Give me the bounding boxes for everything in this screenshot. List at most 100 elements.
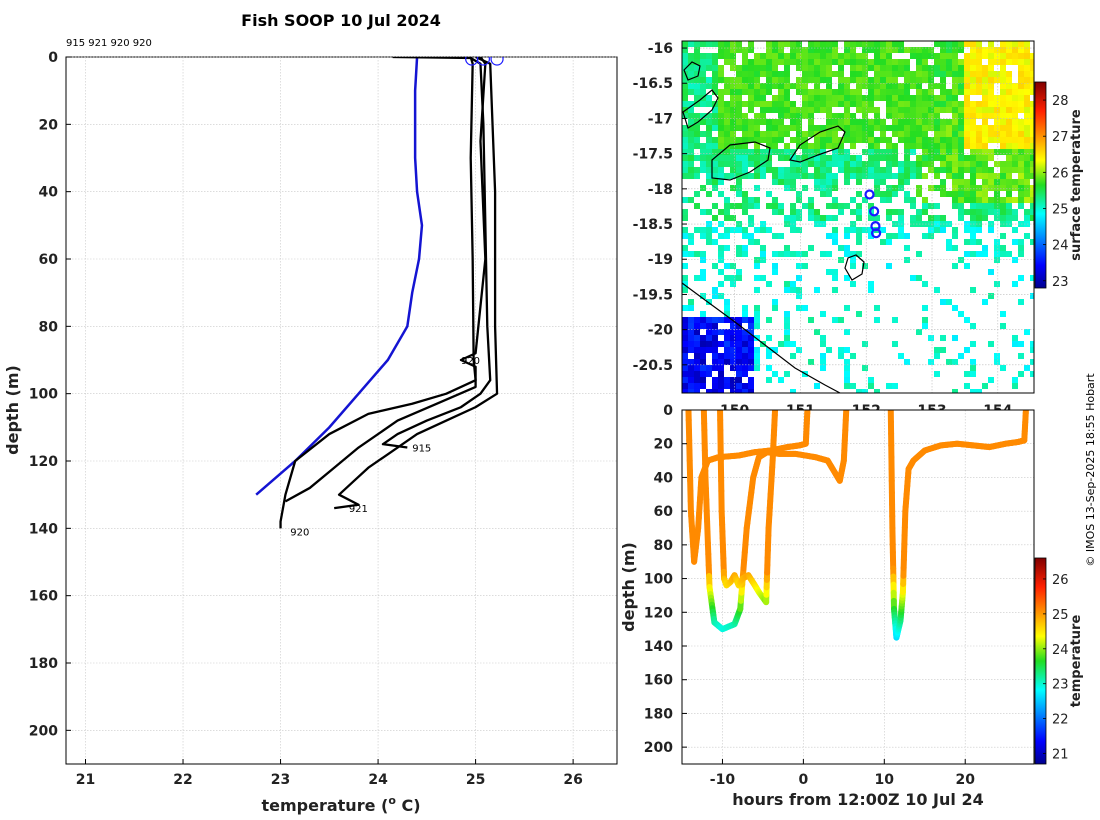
sst-pixel	[844, 275, 850, 281]
sst-pixel	[730, 263, 736, 269]
sst-pixel	[886, 155, 892, 161]
sst-pixel	[1000, 65, 1006, 71]
sst-pixel	[700, 41, 706, 47]
y-tick-label: 120	[29, 454, 58, 470]
sst-pixel	[688, 161, 694, 167]
sst-pixel	[976, 209, 982, 215]
sst-pixel	[886, 185, 892, 191]
sst-pixel	[748, 131, 754, 137]
sst-pixel	[1000, 209, 1006, 215]
sst-pixel	[706, 161, 712, 167]
sst-pixel	[928, 125, 934, 131]
sst-pixel	[718, 245, 724, 251]
sst-pixel	[886, 149, 892, 155]
sst-pixel	[730, 275, 736, 281]
sst-pixel	[712, 335, 718, 341]
sst-pixel	[694, 329, 700, 335]
sst-pixel	[742, 137, 748, 143]
sst-pixel	[796, 263, 802, 269]
sst-pixel	[982, 179, 988, 185]
sst-pixel	[934, 167, 940, 173]
sst-pixel	[790, 353, 796, 359]
sst-pixel	[880, 179, 886, 185]
sst-pixel	[850, 101, 856, 107]
sst-pixel	[820, 107, 826, 113]
sst-pixel	[988, 125, 994, 131]
sst-pixel	[1000, 137, 1006, 143]
sst-pixel	[940, 59, 946, 65]
sst-pixel	[706, 137, 712, 143]
profile-label: 915	[412, 444, 431, 455]
sst-pixel	[1000, 125, 1006, 131]
sst-pixel	[934, 185, 940, 191]
sst-pixel	[1024, 113, 1030, 119]
sst-pixel	[730, 167, 736, 173]
sst-pixel	[994, 179, 1000, 185]
sst-pixel	[790, 251, 796, 257]
sst-pixel	[838, 347, 844, 353]
sst-pixel	[700, 317, 706, 323]
sst-pixel	[832, 119, 838, 125]
sst-pixel	[790, 113, 796, 119]
sst-pixel	[832, 173, 838, 179]
sst-pixel	[784, 215, 790, 221]
sst-pixel	[940, 143, 946, 149]
sst-pixel	[826, 155, 832, 161]
sst-pixel	[856, 131, 862, 137]
sst-pixel	[682, 167, 688, 173]
sst-pixel	[898, 41, 904, 47]
sst-pixel	[766, 89, 772, 95]
sst-pixel	[832, 137, 838, 143]
sst-pixel	[952, 83, 958, 89]
sst-pixel	[1000, 203, 1006, 209]
sst-pixel	[1030, 137, 1034, 143]
sst-pixel	[916, 89, 922, 95]
sst-pixel	[838, 203, 844, 209]
colorbar-tick-label: 22	[1052, 713, 1069, 728]
sst-pixel	[874, 47, 880, 53]
sst-pixel	[988, 203, 994, 209]
sst-pixel	[742, 131, 748, 137]
sst-pixel	[808, 197, 814, 203]
sst-pixel	[730, 143, 736, 149]
sst-pixel	[850, 209, 856, 215]
sst-pixel	[874, 53, 880, 59]
sst-pixel	[904, 155, 910, 161]
sst-pixel	[1024, 107, 1030, 113]
sst-pixel	[952, 143, 958, 149]
sst-pixel	[718, 353, 724, 359]
sst-pixel	[814, 77, 820, 83]
sst-pixel	[1006, 77, 1012, 83]
sst-pixel	[1006, 155, 1012, 161]
sst-pixel	[1024, 71, 1030, 77]
sst-pixel	[850, 383, 856, 389]
sst-pixel	[694, 383, 700, 389]
sst-pixel	[1018, 173, 1024, 179]
sst-pixel	[688, 83, 694, 89]
sst-pixel	[766, 83, 772, 89]
sst-pixel	[916, 101, 922, 107]
sst-pixel	[1012, 101, 1018, 107]
sst-pixel	[778, 155, 784, 161]
sst-pixel	[688, 77, 694, 83]
sst-pixel	[802, 305, 808, 311]
colorbar-tick-label: 28	[1052, 94, 1069, 109]
sst-pixel	[766, 347, 772, 353]
sst-pixel	[736, 275, 742, 281]
sst-pixel	[916, 185, 922, 191]
sst-pixel	[682, 245, 688, 251]
sst-pixel	[826, 101, 832, 107]
sst-pixel	[814, 107, 820, 113]
sst-pixel	[1012, 155, 1018, 161]
sst-pixel	[934, 83, 940, 89]
sst-pixel	[802, 59, 808, 65]
sst-pixel	[898, 185, 904, 191]
sst-pixel	[862, 101, 868, 107]
sst-pixel	[964, 71, 970, 77]
sst-pixel	[706, 209, 712, 215]
sst-pixel	[688, 365, 694, 371]
sst-pixel	[718, 389, 724, 393]
sst-pixel	[1000, 179, 1006, 185]
sst-pixel	[1012, 47, 1018, 53]
sst-pixel	[1030, 197, 1034, 203]
